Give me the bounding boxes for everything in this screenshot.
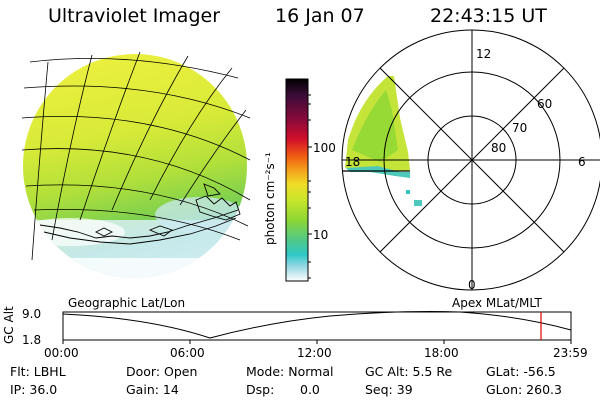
lat-label-60: 60: [537, 97, 553, 111]
date-label: 16 Jan 07: [275, 5, 365, 27]
colorbar: [285, 78, 312, 282]
coastline: [39, 183, 241, 245]
glon-info: GLon: 260.3: [486, 382, 562, 397]
seq-info: Seq: 39: [365, 382, 413, 397]
glat-info: GLat: -56.5: [486, 364, 556, 379]
apex-panel-label: Apex MLat/MLT: [452, 296, 542, 310]
altitude-plot: [62, 311, 572, 344]
time-tick-2359: 23:59: [553, 346, 588, 360]
door-info: Door: Open: [126, 364, 198, 379]
mode-info: Mode: Normal: [246, 364, 334, 379]
geographic-panel-label: Geographic Lat/Lon: [68, 296, 186, 310]
dsp-label: Dsp:: [246, 382, 275, 397]
time-tick-1200: 12:00: [297, 346, 332, 360]
mlt-label-12: 12: [476, 47, 492, 61]
altitude-ytick-min: 1.8: [22, 333, 42, 347]
polar-plot: [341, 29, 600, 291]
colorbar-label: photon cm⁻²s⁻¹: [263, 152, 277, 245]
mlt-label-18: 18: [345, 155, 361, 169]
altitude-ylabel: GC Alt: [2, 306, 16, 344]
gain-info: Gain: 14: [126, 382, 179, 397]
ip-info: IP: 36.0: [10, 382, 58, 397]
mlt-label-0: 0: [468, 278, 476, 292]
app-title: Ultraviolet Imager: [48, 5, 221, 27]
geographic-image: [21, 51, 251, 278]
altitude-ytick-max: 9.0: [22, 307, 42, 321]
dsp-value: 0.0: [300, 382, 320, 397]
colorbar-tick-10: 10: [313, 228, 329, 242]
time-tick-0600: 06:00: [170, 346, 205, 360]
lat-label-80: 80: [491, 141, 507, 155]
gc-alt-info: GC Alt: 5.5 Re: [365, 364, 453, 379]
time-tick-0000: 00:00: [44, 346, 79, 360]
mlt-label-6: 6: [578, 155, 586, 169]
time-tick-1800: 18:00: [424, 346, 459, 360]
lat-label-70: 70: [512, 121, 528, 135]
colorbar-tick-100: 100: [313, 141, 336, 155]
filter-info: Flt: LBHL: [10, 364, 66, 379]
geo-grid: [21, 51, 251, 261]
time-label: 22:43:15 UT: [430, 5, 547, 27]
